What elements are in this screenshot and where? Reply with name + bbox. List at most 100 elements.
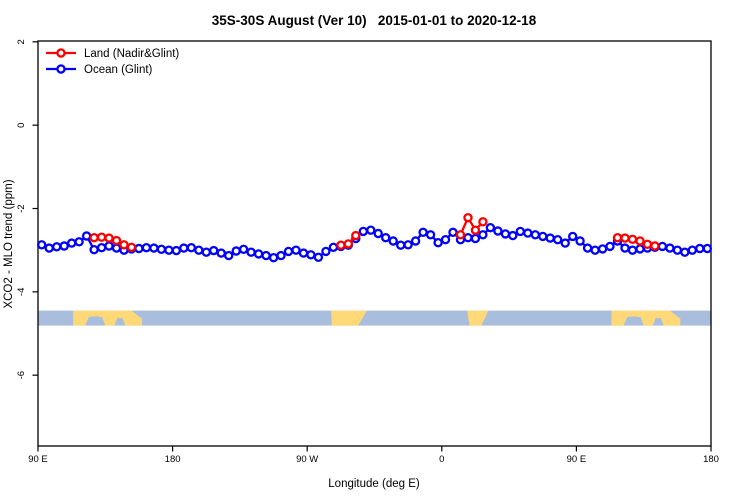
ocean-series-point <box>231 246 241 256</box>
legend: Land (Nadir&Glint) Ocean (Glint) <box>46 48 179 76</box>
ocean-series-point <box>366 225 376 235</box>
band-land-south-america <box>331 310 367 326</box>
ocean-series-point <box>478 230 488 240</box>
land-series-point <box>96 232 107 242</box>
ocean-series-point <box>111 243 122 253</box>
ocean-series-point <box>373 228 383 239</box>
ocean-series-point <box>96 242 107 253</box>
land-series-point <box>620 233 630 243</box>
land-series-point <box>111 235 122 246</box>
land-series-line <box>459 215 484 236</box>
ocean-series-point <box>440 234 451 245</box>
ocean-series-point <box>605 241 615 252</box>
y-tick-label: 0 <box>16 123 27 128</box>
x-tick-label: 0 <box>439 454 444 465</box>
land-series-point <box>351 230 361 241</box>
y-tick-label: -4 <box>16 288 27 296</box>
ocean-series-point <box>560 238 570 248</box>
ocean-series-point <box>201 247 211 257</box>
ocean-series-point <box>358 226 368 237</box>
x-tick-label: 180 <box>703 454 719 465</box>
ocean-series-point <box>545 233 555 243</box>
ocean-series-point <box>418 227 428 237</box>
ocean-series-point <box>396 240 406 250</box>
ocean-series-point <box>208 245 219 256</box>
ocean-series-point <box>149 243 159 253</box>
land-series-point <box>104 233 114 243</box>
chart-title: 35S-30S August (Ver 10) 2015-01-01 to 20… <box>212 13 537 28</box>
ocean-series-point <box>156 244 167 254</box>
ocean-series-point <box>597 244 608 254</box>
ocean-series-point <box>104 241 114 251</box>
ocean-series-point <box>134 243 144 254</box>
ocean-series-point <box>246 247 256 257</box>
ocean-series-point <box>627 245 638 255</box>
chart-plot-area: 90 E 180 90 W 0 90 E 180 2 0 -2 -4 -6 <box>16 39 719 465</box>
ocean-series-point <box>470 233 481 244</box>
legend-label-land: Land (Nadir&Glint) <box>84 48 179 60</box>
ocean-series-point <box>37 240 47 250</box>
ocean-series-point <box>298 248 309 258</box>
ocean-series-point <box>500 229 511 239</box>
ocean-series-point <box>508 230 518 241</box>
ocean-series-point <box>575 236 585 246</box>
ocean-series-point <box>403 240 413 250</box>
land-series-point <box>627 234 638 244</box>
ocean-series-point <box>186 242 196 253</box>
x-axis-label: Longitude (deg E) <box>328 478 420 490</box>
land-series-point <box>126 242 137 252</box>
land-series-point <box>119 240 129 250</box>
ocean-series-point <box>171 245 181 256</box>
ocean-series-point <box>328 242 339 252</box>
ocean-series-point <box>238 244 249 254</box>
land-series-point <box>463 212 473 223</box>
ocean-series-point <box>81 231 92 241</box>
ocean-series-point <box>493 226 503 236</box>
land-series-point <box>650 241 660 251</box>
band-land-australia-west-copy <box>73 310 142 326</box>
ocean-series-point <box>590 245 600 255</box>
ocean-series-point <box>582 243 593 253</box>
ocean-series-point <box>433 237 443 248</box>
band-ocean <box>38 310 711 326</box>
ocean-series-point <box>223 250 234 261</box>
y-tick-label: -2 <box>16 204 27 212</box>
ocean-series-point <box>66 238 77 248</box>
ocean-series-point <box>568 231 578 242</box>
land-series-point <box>343 239 353 249</box>
ocean-series-point <box>672 245 683 255</box>
ocean-series-point <box>381 232 391 243</box>
ocean-series-point <box>59 241 69 251</box>
band-land-south-africa <box>467 310 489 326</box>
ocean-series-point <box>44 243 54 253</box>
ocean-series-point <box>695 243 705 254</box>
ocean-series-point <box>635 244 645 254</box>
ocean-series-point <box>553 234 563 245</box>
ocean-series-point <box>291 245 301 255</box>
ocean-series-point <box>425 230 436 240</box>
y-tick-label: -6 <box>16 371 27 379</box>
ocean-series-point <box>530 230 540 240</box>
legend-land-marker-icon <box>56 48 66 58</box>
ocean-series-point <box>216 248 226 258</box>
land-series-point <box>642 239 653 249</box>
ocean-series-point <box>665 243 675 253</box>
ocean-series-point <box>657 241 668 252</box>
ocean-series-point <box>276 250 286 261</box>
ocean-series-point <box>74 237 84 247</box>
y-axis-label: XCO2 - MLO trend (ppm) <box>3 179 15 308</box>
ocean-series-point <box>253 249 264 259</box>
ocean-series-point <box>485 222 496 233</box>
band-land-australia-east-copy <box>611 310 681 326</box>
ocean-series-point <box>702 243 712 254</box>
legend-ocean-marker-icon <box>56 64 66 74</box>
ocean-series-point <box>313 252 324 262</box>
ocean-series-point <box>687 245 697 255</box>
ocean-series-point <box>179 243 189 253</box>
ocean-series-point <box>321 246 331 257</box>
ocean-series-point <box>620 243 630 253</box>
ocean-series-point <box>261 250 271 261</box>
land-series-point <box>612 232 623 243</box>
ocean-series-point <box>448 227 458 237</box>
